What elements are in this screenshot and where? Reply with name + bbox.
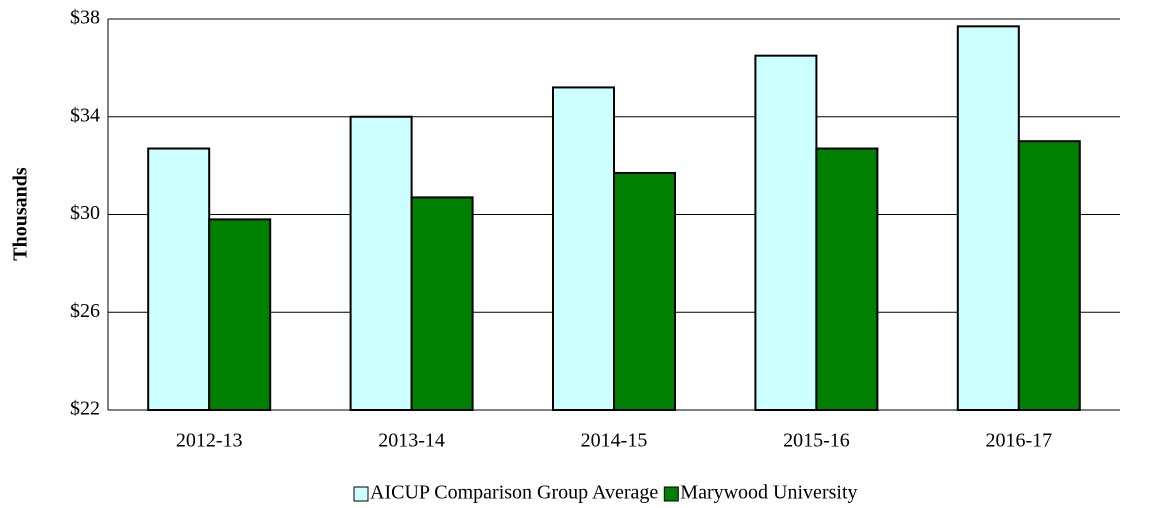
y-tick-label: $22: [70, 398, 100, 420]
y-tick-label: $38: [70, 7, 100, 29]
y-tick-label: $34: [70, 104, 100, 126]
x-tick-label: 2013-14: [378, 430, 445, 452]
bar: [552, 86, 615, 412]
y-tick-label: $26: [70, 300, 100, 322]
x-tick-label: 2016-17: [985, 430, 1052, 452]
bar: [147, 147, 211, 412]
x-tick-label: 2014-15: [581, 430, 648, 452]
y-axis-title: Thousands: [10, 167, 32, 261]
x-tick-label: 2015-16: [783, 430, 850, 452]
bar: [208, 218, 272, 411]
bar: [815, 147, 879, 412]
legend-swatch: [663, 486, 679, 502]
x-tick-label: 2012-13: [176, 430, 243, 452]
bar: [754, 54, 818, 411]
bar: [1017, 140, 1081, 411]
bar: [613, 171, 676, 411]
bar: [349, 115, 413, 411]
legend-label: AICUP Comparison Group Average: [370, 482, 658, 504]
bar: [410, 196, 474, 411]
legend-swatch: [353, 486, 369, 502]
legend-label: Marywood University: [680, 482, 857, 504]
bar: [956, 25, 1020, 412]
y-tick-label: $30: [70, 202, 100, 224]
